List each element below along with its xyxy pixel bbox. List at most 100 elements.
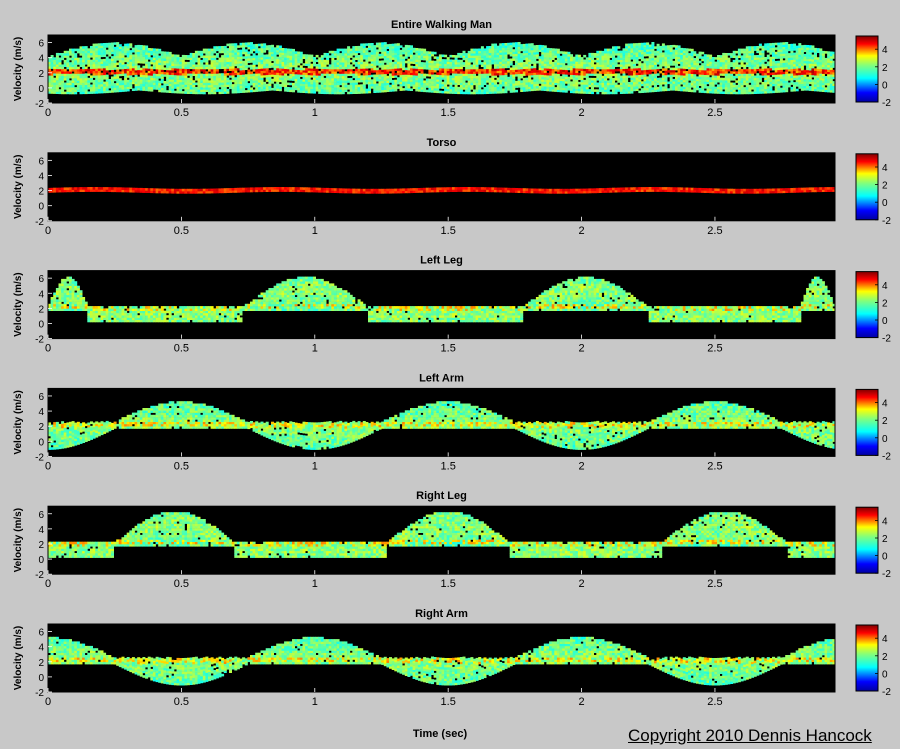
heatmap-cell [116,85,120,88]
heatmap-cell [381,53,385,57]
heatmap-cell [215,59,219,63]
heatmap-cell [276,45,280,48]
heatmap-cell [528,43,532,46]
heatmap-cell [483,59,487,63]
heatmap-cell [116,55,120,59]
heatmap-cell [53,61,57,65]
heatmap-cell [761,70,765,74]
heatmap-cell [457,62,461,65]
heatmap-cell [779,80,783,84]
heatmap-cell [354,55,358,58]
heatmap-cell [722,66,726,70]
heatmap-cell [352,46,356,49]
heatmap-cell [567,54,571,57]
heatmap-cell [488,82,492,85]
heatmap-cell [465,82,469,86]
heatmap-cell [155,73,159,77]
heatmap-cell [95,43,99,47]
heatmap-cell [116,53,120,56]
heatmap-cell [82,53,86,56]
heatmap-cell [494,63,497,67]
heatmap-cell [394,63,398,67]
heatmap-cell [242,44,246,48]
heatmap-cell [252,48,256,52]
heatmap-cell [520,57,524,61]
heatmap-cell [281,57,285,60]
heatmap-cell [753,68,757,72]
heatmap-cell [105,49,109,53]
heatmap-cell [604,82,608,86]
heatmap-cell [84,86,88,90]
heatmap-cell [150,50,154,54]
heatmap-cell [433,83,437,87]
heatmap-cell [208,87,211,90]
heatmap-cell [591,71,594,74]
heatmap-cell [475,55,479,58]
heatmap-cell [370,79,374,82]
heatmap-cell [680,86,684,89]
heatmap-cell [239,70,243,73]
heatmap-cell [66,62,70,65]
heatmap-cell [381,62,385,66]
heatmap-cell [703,58,707,62]
heatmap-cell [543,52,547,55]
heatmap-cell [331,78,335,81]
heatmap-cell [286,50,290,54]
heatmap-cell [530,61,534,64]
heatmap-cell [160,62,164,66]
heatmap-cell [751,87,755,90]
heatmap-cell [210,66,214,70]
heatmap-cell [635,65,639,69]
heatmap-cell [601,55,605,58]
heatmap-cell [375,42,379,46]
heatmap-cell [242,51,246,55]
heatmap-cell [467,62,471,65]
heatmap-cell [748,91,752,95]
heatmap-cell [95,84,99,87]
heatmap-cell [74,82,78,86]
heatmap-cell [394,59,398,62]
heatmap-cell [598,53,602,56]
heatmap-cell [124,89,128,92]
heatmap-cell [352,82,356,85]
heatmap-cell [709,90,713,94]
heatmap-cell [473,91,476,95]
heatmap-cell [612,71,615,74]
heatmap-cell [567,72,571,75]
heatmap-cell [255,68,259,72]
heatmap-cell [559,67,563,70]
heatmap-cell [273,67,277,71]
heatmap-cell [761,82,765,85]
heatmap-cell [428,65,432,68]
heatmap-cell [210,89,214,92]
heatmap-cell [643,60,647,64]
heatmap-cell [360,68,364,72]
heatmap-cell [145,56,149,60]
heatmap-cell [103,63,107,66]
heatmap-cell [87,59,91,63]
heatmap-cell [580,77,584,81]
heatmap-cell [706,81,710,85]
heatmap-cell [373,51,377,55]
heatmap-cell [512,44,516,48]
heatmap-cell [467,50,471,54]
heatmap-cell [168,63,172,66]
heatmap-cell [612,64,615,67]
heatmap-cell [97,56,101,60]
heatmap-cell [97,66,101,69]
heatmap-cell [431,62,434,66]
heatmap-cell [176,77,180,80]
heatmap-cell [113,55,117,59]
heatmap-cell [457,73,461,76]
heatmap-cell [66,73,70,77]
heatmap-cell [194,55,198,58]
heatmap-cell [420,82,424,86]
heatmap-cell [260,57,264,60]
heatmap-cell [223,55,227,58]
heatmap-cell [74,91,78,95]
heatmap-cell [764,45,768,49]
heatmap-cell [415,50,419,53]
heatmap-cell [231,56,235,60]
heatmap-cell [286,57,290,61]
heatmap-cell [210,57,214,61]
